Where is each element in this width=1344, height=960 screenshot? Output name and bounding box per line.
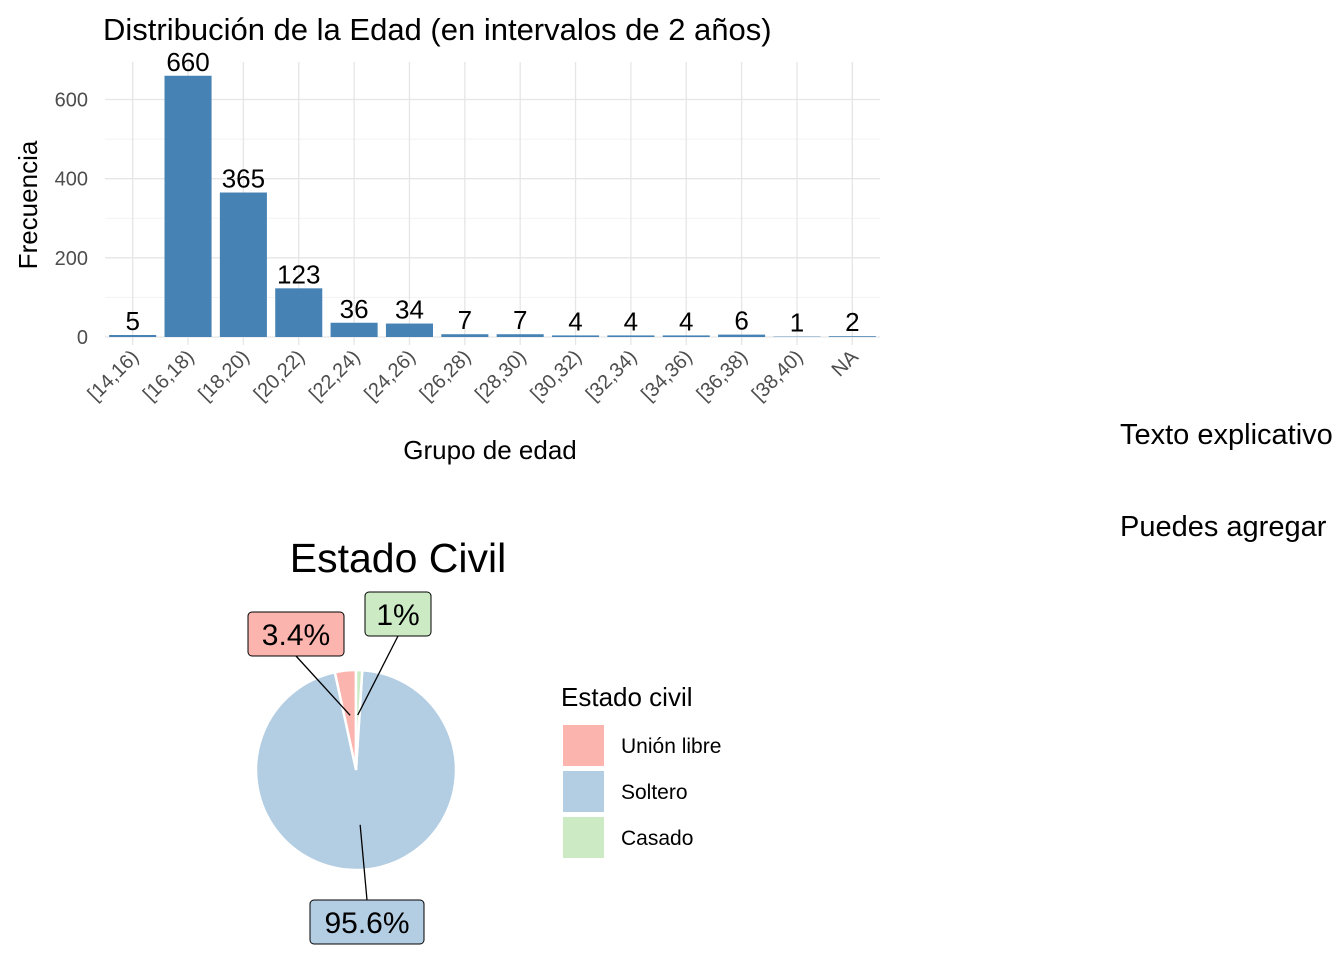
bar: [718, 334, 766, 337]
data-label: 34: [395, 295, 424, 325]
bar-chart-y-axis-label: Frecuencia: [13, 140, 43, 269]
bar-chart-bars: [109, 75, 876, 337]
data-label: 2: [845, 307, 859, 337]
bar-chart-grid: [105, 62, 880, 345]
data-label: 4: [624, 306, 638, 336]
x-tick-label: [38,40): [748, 346, 808, 406]
x-tick-label: [22,24): [305, 346, 365, 406]
data-label: 123: [277, 259, 320, 289]
bar-chart-x-axis: [14,16)[16,18)[18,20)[20,22)[22,24)[24,2…: [84, 346, 864, 406]
slice-label: 1%: [376, 599, 419, 632]
data-label: 7: [458, 305, 472, 335]
bar: [275, 288, 323, 337]
x-tick-label: [34,36): [637, 346, 697, 406]
x-tick-label: [26,28): [416, 346, 476, 406]
data-label: 4: [679, 306, 693, 336]
slice-label: 95.6%: [324, 907, 409, 940]
bar: [219, 192, 267, 337]
x-tick-label: [36,38): [693, 346, 753, 406]
data-label: 36: [340, 294, 369, 324]
y-tick-label: 400: [55, 169, 88, 191]
legend-key: [563, 817, 604, 858]
bar: [496, 334, 544, 337]
pie-chart: Estado Civil 3.4% 95.6% 1% Estado civil Un…: [247, 535, 721, 945]
slice-label-box: [309, 899, 425, 945]
leader-line: [357, 635, 399, 716]
slice-label: 3.4%: [262, 619, 330, 652]
bar: [164, 75, 212, 337]
pie-slice: [254, 668, 458, 872]
x-tick-label: [32,34): [582, 346, 642, 406]
bar-chart: Distribución de la Edad (en intervalos d…: [13, 12, 880, 465]
y-tick-label: 0: [77, 327, 88, 349]
legend-key: [563, 771, 604, 812]
data-label: 1: [790, 308, 804, 338]
x-tick-label: [24,26): [360, 346, 420, 406]
x-tick-label: [18,20): [194, 346, 254, 406]
slice-label-box: [364, 591, 432, 637]
pie-chart-title: Estado Civil: [290, 535, 506, 581]
bar: [330, 322, 378, 337]
x-tick-label: [28,30): [471, 346, 531, 406]
explanatory-text-line-2: Puedes agregar: [1120, 511, 1327, 543]
bar-chart-data-labels: 5 660 365 123 36 34 7 7 4 4 4 6 1 2: [125, 47, 859, 338]
y-tick-label: 600: [55, 90, 88, 112]
pie-chart-labels: 3.4% 95.6% 1%: [247, 591, 432, 945]
legend-label: Unión libre: [621, 735, 721, 758]
data-label: 7: [513, 305, 527, 335]
x-tick-label: NA: [828, 346, 864, 382]
leader-line: [359, 824, 368, 901]
x-tick-label: [30,32): [526, 346, 586, 406]
bar: [828, 336, 876, 337]
bar-chart-title: Distribución de la Edad (en intervalos d…: [103, 12, 772, 47]
data-label: 5: [125, 306, 139, 336]
pie-chart-slices: [254, 668, 458, 872]
bar: [607, 335, 655, 337]
legend-label: Casado: [621, 827, 693, 850]
slice-label-box: [247, 611, 345, 657]
data-label: 660: [166, 47, 209, 77]
legend-title: Estado civil: [561, 682, 693, 712]
bar: [385, 323, 433, 337]
bar: [109, 335, 157, 337]
x-tick-label: [16,18): [139, 346, 199, 406]
pie-slice: [354, 668, 364, 771]
pie-chart-legend: Estado civil Unión libre Soltero Casado: [561, 682, 721, 858]
legend-label: Soltero: [621, 781, 688, 804]
y-tick-label: 200: [55, 248, 88, 270]
explanatory-text-line-1: Texto explicativo: [1120, 419, 1333, 451]
bar-chart-y-axis: 0 200 400 600: [55, 90, 88, 350]
legend-key: [563, 725, 604, 766]
x-tick-label: [14,16): [84, 346, 144, 406]
bar: [662, 335, 710, 337]
data-label: 365: [222, 164, 265, 194]
bar: [552, 335, 600, 337]
data-label: 4: [568, 306, 582, 336]
leader-line: [295, 655, 351, 716]
bar: [441, 334, 489, 337]
data-label: 6: [734, 306, 748, 336]
x-tick-label: [20,22): [250, 346, 310, 406]
bar-chart-x-axis-label: Grupo de edad: [403, 435, 576, 465]
